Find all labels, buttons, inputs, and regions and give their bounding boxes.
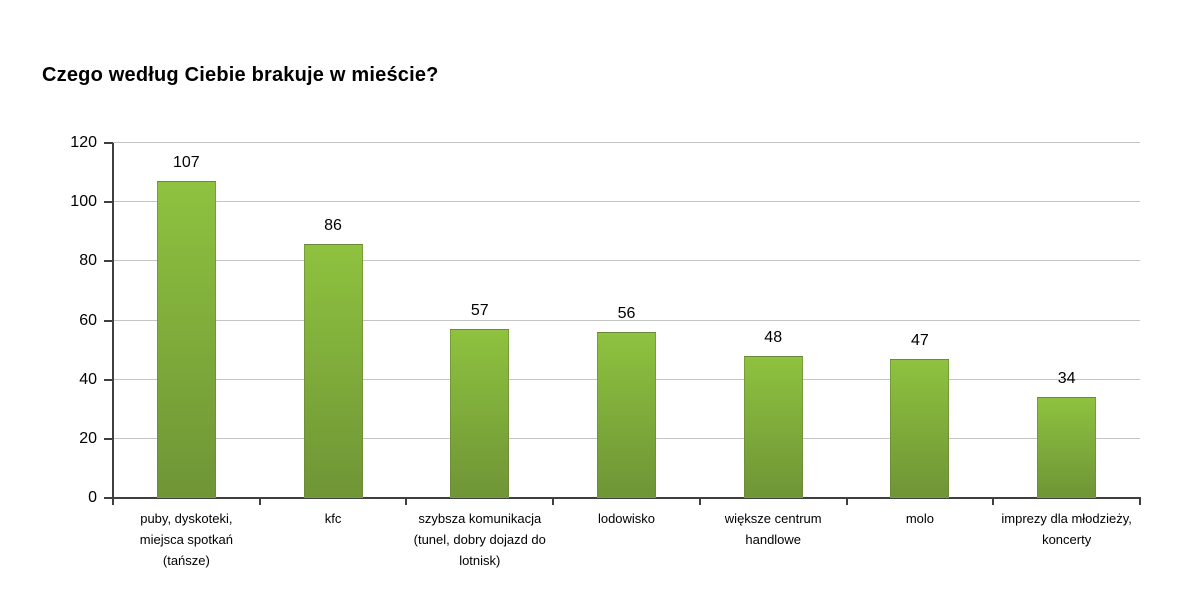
bar	[743, 356, 803, 498]
gridline	[113, 260, 1140, 262]
category-label: większe centrum handlowe	[693, 508, 853, 550]
y-axis-tick	[104, 437, 113, 440]
chart-title: Czego według Ciebie brakuje w mieście?	[42, 64, 439, 86]
bar-value-label: 57	[470, 302, 489, 320]
gridline	[113, 201, 1140, 203]
category-label-line: lodowisko	[597, 511, 656, 526]
y-axis-tick	[104, 378, 113, 381]
bar	[890, 358, 950, 498]
y-axis-label: 40	[79, 370, 97, 388]
bar-value-label: 48	[764, 329, 783, 346]
category-label: szybsza komunikacja (tunel, dobry dojazd …	[400, 508, 560, 571]
category-label: lodowisko	[547, 508, 707, 529]
bar	[156, 181, 216, 498]
category-label-line: molo	[905, 511, 935, 526]
y-axis	[112, 143, 114, 498]
x-axis	[112, 497, 1141, 499]
category-label-line: większe centrum	[724, 511, 822, 526]
y-axis-label: 0	[88, 489, 97, 506]
x-axis-tick	[1139, 499, 1141, 505]
bar	[1037, 397, 1097, 498]
category-label: imprezy dla młodzieży, koncerty	[987, 508, 1147, 550]
y-axis-tick	[104, 260, 113, 263]
bar-value-label: 47	[911, 331, 929, 349]
bar-value-label: 86	[324, 216, 342, 234]
y-axis-tick	[104, 142, 113, 144]
category-label-line: puby, dyskoteki,	[140, 511, 233, 526]
category-label: molo	[840, 508, 1000, 529]
gridline	[113, 319, 1140, 321]
category-label-line: (tańsze)	[162, 553, 210, 568]
bar	[303, 243, 363, 498]
bar-value-label: 34	[1057, 370, 1076, 388]
x-axis-tick	[552, 499, 555, 505]
y-axis-label: 60	[79, 311, 97, 329]
x-axis-tick	[845, 499, 848, 505]
x-axis-tick	[258, 499, 261, 505]
y-axis-tick	[104, 201, 113, 204]
category-label-line: kfc	[324, 511, 342, 526]
category-label-line: szybsza komunikacja	[418, 511, 542, 526]
bar-value-label: 107	[173, 154, 200, 172]
y-axis-tick	[104, 319, 113, 322]
y-axis-label: 100	[70, 193, 97, 211]
category-label-line: imprezy dla młodzieży,	[1001, 511, 1132, 526]
bar	[450, 329, 510, 498]
x-axis-tick	[405, 499, 408, 505]
category-label-line: koncerty	[1042, 532, 1092, 547]
category-label: puby, dyskoteki, miejsca spotkań (tańsze)	[106, 508, 266, 571]
y-axis-label: 20	[79, 429, 97, 447]
y-axis-label: 80	[79, 252, 97, 270]
x-axis-tick	[112, 499, 114, 505]
y-axis-label: 120	[70, 134, 97, 151]
category-label-line: lotnisk)	[459, 553, 501, 568]
gridline	[113, 142, 1140, 143]
x-axis-tick	[698, 499, 701, 505]
category-label: kfc	[253, 508, 413, 529]
plot-area: 107 puby, dyskoteki, miejsca spotkań (tańsz…	[104, 142, 1141, 568]
category-label-line: (tunel, dobry dojazd do	[413, 532, 546, 547]
bar	[597, 332, 656, 498]
y-axis-tick	[104, 497, 113, 499]
category-label-line: miejsca spotkań	[139, 532, 233, 547]
category-label-line: handlowe	[745, 532, 802, 547]
bar-value-label: 56	[617, 305, 636, 323]
x-axis-tick	[992, 499, 995, 505]
